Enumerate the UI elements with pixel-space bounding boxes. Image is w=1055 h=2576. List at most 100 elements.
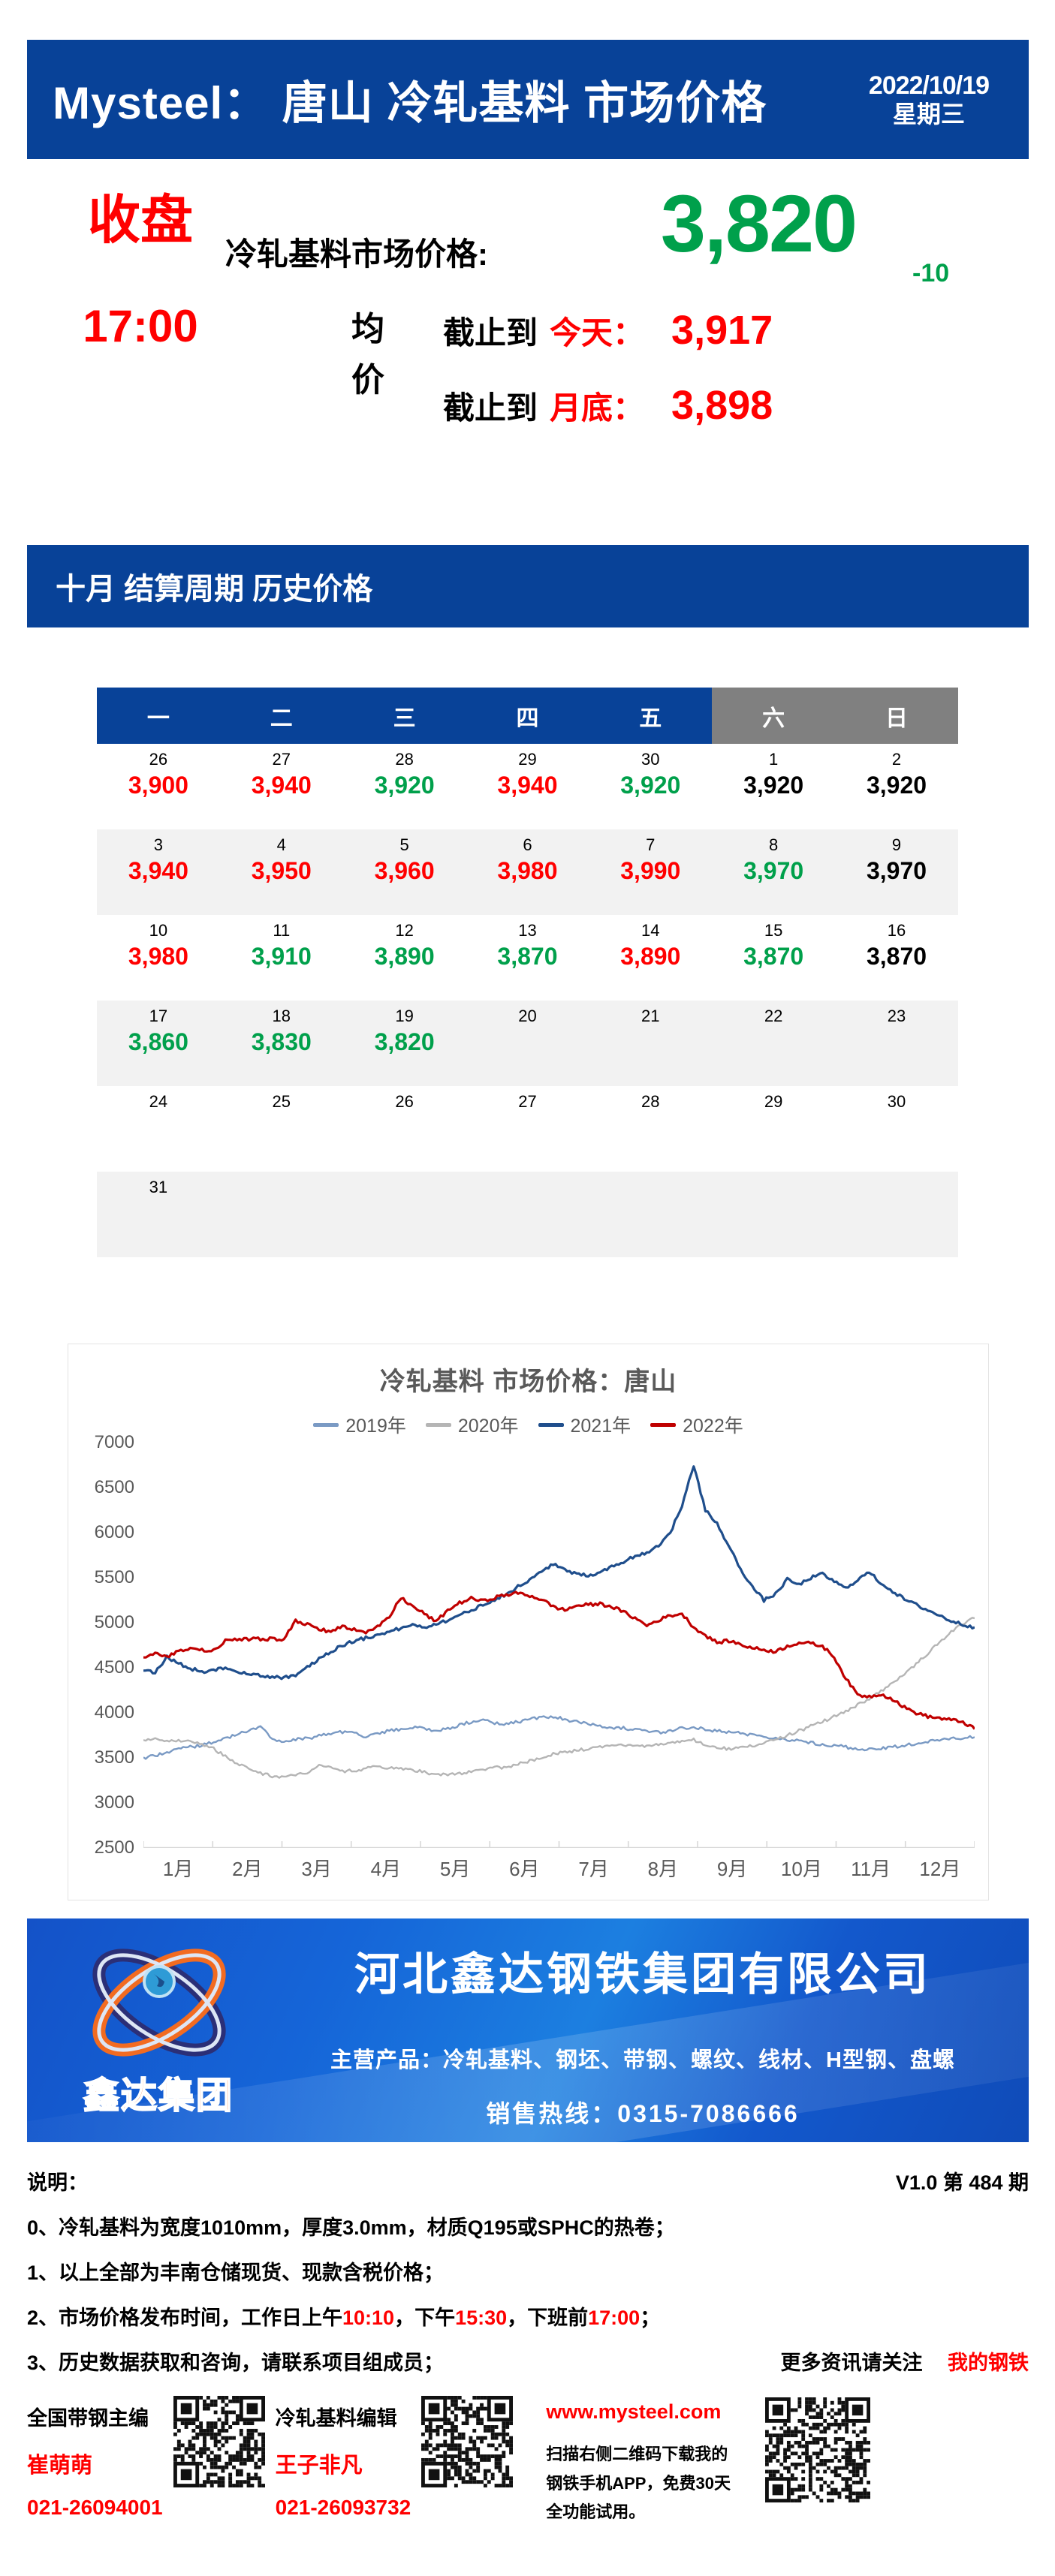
chart-x-axis: 1月 2月 3月 4月 5月 6月 7月 8月 9月 10月 11月 12月 <box>143 1854 975 1888</box>
calendar-day-cell[interactable]: 27 3,940 <box>220 744 343 829</box>
calendar-day-cell[interactable]: 6 3,980 <box>466 829 589 915</box>
calendar-day-cell[interactable]: 28 3,920 <box>343 744 466 829</box>
calendar-day-cell[interactable]: 28 <box>589 1086 712 1172</box>
average-price-label-char2: 价 <box>351 362 384 399</box>
calendar-day-cell[interactable]: 15 3,870 <box>712 915 835 1001</box>
price-summary: 收盘 17:00 冷轧基料市场价格: 3,820 -10 均 价 截止到 今天：… <box>0 161 1055 477</box>
company-products: 主营产品：冷轧基料、钢坯、带钢、螺纹、线材、H型钢、盘螺 <box>330 2048 955 2072</box>
avg-today-row: 截止到 今天： 3,917 <box>443 304 969 357</box>
header-weekday: 星期三 <box>892 100 965 128</box>
calendar-day-cell[interactable]: 17 3,860 <box>97 1001 220 1086</box>
market-price-label: 冷轧基料市场价格: <box>225 236 488 272</box>
calendar-day-cell[interactable]: 25 <box>220 1086 343 1172</box>
note-line-3-text: 3、历史数据获取和咨询，请联系项目组成员； <box>27 2352 445 2374</box>
editor2-qr-code-icon[interactable] <box>421 2396 514 2487</box>
calendar-day-cell[interactable]: 29 <box>712 1086 835 1172</box>
calendar-day-cell[interactable]: 14 3,890 <box>589 915 712 1001</box>
calendar-day-number: 10 <box>149 921 168 940</box>
calendar-day-price: 3,970 <box>866 857 927 885</box>
avg-month-row: 截止到 月底： 3,898 <box>443 379 969 432</box>
calendar-day-cell[interactable]: 10 3,980 <box>97 915 220 1001</box>
calendar-day-cell[interactable]: 11 3,910 <box>220 915 343 1001</box>
calendar-day-price: 3,980 <box>128 943 188 971</box>
editor2-tel: 021-26093732 <box>275 2496 411 2519</box>
month-section-title: 十月 结算周期 历史价格 <box>56 573 373 606</box>
avg-month-value: 3,898 <box>671 383 773 428</box>
chart-series-2021年 <box>143 1467 975 1679</box>
calendar-day-cell[interactable]: 3 3,940 <box>97 829 220 915</box>
calendar-day-cell[interactable]: 21 <box>589 1001 713 1086</box>
editor1-name: 崔萌萌 <box>27 2454 93 2478</box>
calendar-day-cell[interactable]: 22 <box>712 1001 836 1086</box>
avg-today-value: 3,917 <box>671 308 773 353</box>
calendar-day-cell[interactable]: 9 3,970 <box>835 829 958 915</box>
follow-label: 更多资讯请关注 <box>780 2352 923 2374</box>
mysteel-url[interactable]: www.mysteel.com <box>546 2400 722 2423</box>
calendar-day-number: 30 <box>641 750 660 769</box>
legend-label: 2022年 <box>683 1416 743 1437</box>
calendar-day-cell[interactable]: 27 <box>466 1086 589 1172</box>
calendar-day-cell[interactable]: 5 3,960 <box>342 829 466 915</box>
calendar-day-cell[interactable]: 31 <box>97 1172 220 1257</box>
calendar-day-number: 31 <box>149 1178 168 1196</box>
x-tick-8月: 8月 <box>647 1858 679 1880</box>
legend-item-2021年: 2021年 <box>538 1411 631 1438</box>
app-download-qr-code-icon[interactable] <box>765 2397 871 2502</box>
x-tick-12月: 12月 <box>919 1858 961 1880</box>
calendar-day-cell[interactable]: 30 3,920 <box>589 744 712 829</box>
note-line-2-a: 2、市场价格发布时间，工作日上午 <box>27 2307 343 2329</box>
editor1-tel: 021-26094001 <box>27 2496 163 2519</box>
avg-today-key: 今天： <box>550 314 645 351</box>
calendar-day-number: 18 <box>272 1007 291 1025</box>
x-tick-10月: 10月 <box>780 1858 822 1880</box>
calendar-week-row: 17 3,860 18 3,830 19 3,820 20 21 22 23 <box>97 1001 958 1086</box>
app-promo-text: 扫描右侧二维码下载我的 钢铁手机APP，免费30天 全功能试用。 <box>546 2440 749 2527</box>
calendar-day-cell[interactable]: 4 3,950 <box>219 829 343 915</box>
calendar-day-number: 6 <box>523 835 532 854</box>
calendar-day-cell[interactable]: 1 3,920 <box>712 744 835 829</box>
calendar-day-cell[interactable]: 23 <box>835 1001 958 1086</box>
chart-series-2019年 <box>143 1717 975 1759</box>
calendar-day-cell[interactable]: 30 <box>835 1086 958 1172</box>
calendar-day-number: 17 <box>149 1007 168 1025</box>
calendar-day-cell[interactable] <box>219 1172 343 1257</box>
calendar-day-cell[interactable]: 7 3,990 <box>589 829 713 915</box>
calendar-day-cell[interactable] <box>466 1172 589 1257</box>
note-line-1: 1、以上全部为丰南仓储现货、现款含税价格； <box>27 2262 445 2284</box>
calendar-day-cell[interactable]: 20 <box>466 1001 589 1086</box>
calendar-day-cell[interactable]: 24 <box>97 1086 220 1172</box>
calendar-day-cell[interactable] <box>589 1172 713 1257</box>
legend-item-2020年: 2020年 <box>425 1411 519 1438</box>
chart-y-axis: 2500 3000 3500 4000 4500 5000 5500 6000 6500 7000 <box>68 1432 137 1858</box>
calendar-day-cell[interactable] <box>342 1172 466 1257</box>
calendar-day-cell[interactable] <box>712 1172 836 1257</box>
calendar-day-price: 3,870 <box>497 943 558 971</box>
chart-legend: 2019年 2020年 2021年 2022年 <box>68 1411 988 1438</box>
calendar-day-cell[interactable] <box>835 1172 958 1257</box>
close-time: 17:00 <box>83 301 198 351</box>
calendar-day-number: 30 <box>887 1092 906 1111</box>
calendar-day-cell[interactable]: 12 3,890 <box>343 915 466 1001</box>
notes-section: 说明： V1.0 第 484 期 0、冷轧基料为宽度1010mm，厚度3.0mm… <box>27 2166 1029 2391</box>
header-date: 2022/10/19 <box>868 71 990 100</box>
x-tick-2月: 2月 <box>232 1858 263 1880</box>
calendar-day-cell[interactable]: 19 3,820 <box>342 1001 466 1086</box>
y-tick-6000: 6000 <box>94 1522 134 1542</box>
calendar-day-number: 22 <box>764 1007 783 1025</box>
calendar-day-number: 7 <box>646 835 656 854</box>
calendar-day-cell[interactable]: 16 3,870 <box>835 915 958 1001</box>
editor1-qr-code-icon[interactable] <box>173 2396 265 2487</box>
calendar-day-cell[interactable]: 26 <box>343 1086 466 1172</box>
calendar-day-price: 3,870 <box>743 943 804 971</box>
calendar-day-cell[interactable]: 8 3,970 <box>712 829 836 915</box>
calendar-day-price: 3,970 <box>743 857 804 885</box>
calendar-day-cell[interactable]: 18 3,830 <box>219 1001 343 1086</box>
calendar-day-cell[interactable]: 29 3,940 <box>466 744 589 829</box>
calendar-day-number: 15 <box>764 921 783 940</box>
calendar-day-cell[interactable]: 2 3,920 <box>835 744 958 829</box>
calendar-day-cell[interactable]: 13 3,870 <box>466 915 589 1001</box>
calendar-day-price: 3,890 <box>374 943 435 971</box>
calendar-day-cell[interactable]: 26 3,900 <box>97 744 220 829</box>
note-line-3: 3、历史数据获取和咨询，请联系项目组成员； 更多资讯请关注 我的钢铁 <box>27 2346 1029 2376</box>
company-info: 河北鑫达钢铁集团有限公司 主营产品：冷轧基料、钢坯、带钢、螺纹、线材、H型钢、盘… <box>275 1938 1011 2129</box>
